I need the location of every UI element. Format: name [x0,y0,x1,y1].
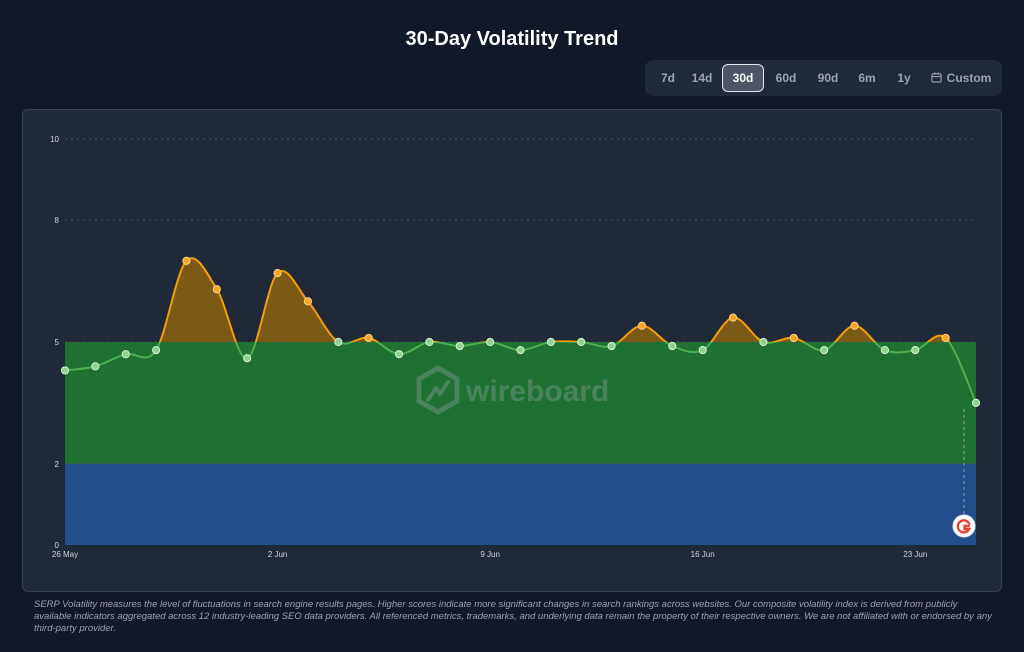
data-point [273,268,282,278]
y-tick-label: 10 [50,135,59,144]
google-icon [952,514,976,538]
range-custom-button[interactable]: Custom [925,64,997,92]
band-0 [65,463,976,545]
range-selector: 7d 14d 30d 60d 90d 6m 1y Custom [645,60,1002,96]
band-1 [65,342,976,464]
data-point [212,285,221,294]
range-60d-button[interactable]: 60d [775,71,797,85]
data-point [941,333,950,343]
data-point [850,321,859,330]
data-point [880,346,890,355]
data-point [303,297,313,306]
data-point [698,346,707,355]
x-tick-label: 16 Jun [691,550,715,559]
range-14d-button[interactable]: 14d [691,71,713,85]
range-1y-button[interactable]: 1y [897,71,911,85]
range-7d-button[interactable]: 7d [660,71,675,85]
data-point [334,337,343,347]
data-point [516,346,525,355]
range-30d-button[interactable]: 30d [722,64,764,92]
x-tick-label: 9 Jun [480,550,500,559]
data-point [759,337,768,347]
data-point [60,366,70,375]
x-tick-label: 26 May [52,550,78,559]
data-point [243,354,252,363]
data-point [789,333,798,343]
disclaimer-text: SERP Volatility measures the level of fl… [34,599,992,634]
wireboard-logo-icon [416,365,460,415]
data-point [394,350,404,359]
data-point [637,321,647,330]
data-point [820,346,829,355]
data-point [152,346,161,355]
wireboard-watermark: wireboard [416,365,609,415]
y-tick-label: 0 [55,541,60,550]
data-point [577,337,586,347]
range-6m-button[interactable]: 6m [858,71,876,85]
x-tick-label: 23 Jun [903,550,927,559]
google-icon-glyph [956,519,972,534]
data-point [455,341,464,351]
data-point [668,341,677,351]
data-point [971,398,981,407]
data-point [425,337,434,347]
y-tick-label: 8 [55,216,60,225]
data-point [911,346,920,355]
data-point [546,337,555,347]
data-point [182,256,191,265]
custom-label: Custom [946,71,992,85]
chart-panel: wireboard 0 2 5 8 10 26 May 2 Jun 9 Jun 16 Jun 2… [22,109,1002,592]
page-title: 30-Day Volatility Trend [405,28,619,50]
data-point [121,350,130,359]
data-point [728,313,738,322]
y-tick-label: 2 [55,460,60,469]
calendar-icon [931,72,942,83]
x-tick-label: 2 Jun [268,550,288,559]
data-point [486,337,495,347]
range-90d-button[interactable]: 90d [817,71,839,85]
y-tick-label: 5 [55,338,60,347]
data-point [91,362,100,371]
volatility-chart: wireboard 0 2 5 8 10 26 May 2 Jun 9 Jun 16 Jun 2… [50,135,981,559]
watermark-text: wireboard [465,375,609,408]
data-point [607,341,616,351]
data-point [364,333,373,343]
